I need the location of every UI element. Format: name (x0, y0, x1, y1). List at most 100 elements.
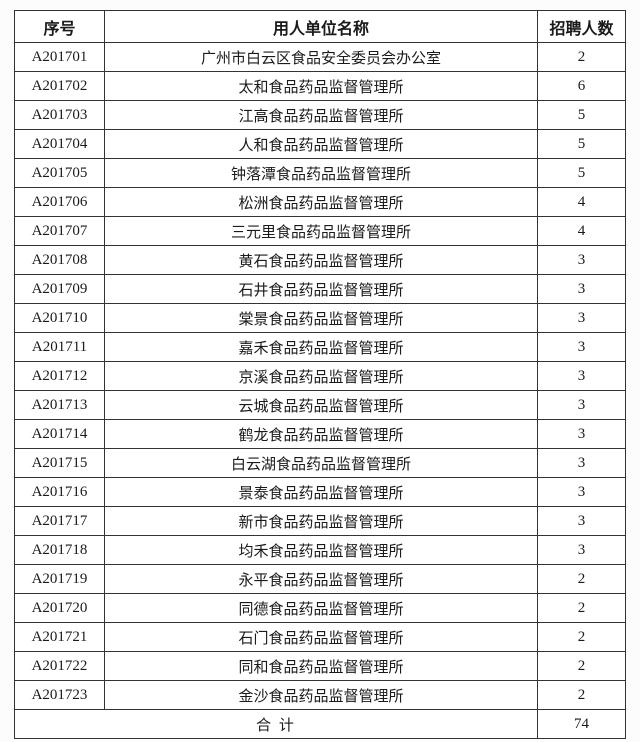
cell-id: A201716 (15, 478, 105, 507)
cell-count: 3 (538, 362, 626, 391)
cell-id: A201708 (15, 246, 105, 275)
cell-count: 3 (538, 304, 626, 333)
cell-id: A201703 (15, 101, 105, 130)
cell-id: A201705 (15, 159, 105, 188)
cell-id: A201711 (15, 333, 105, 362)
cell-id: A201723 (15, 681, 105, 710)
cell-name: 均禾食品药品监督管理所 (105, 536, 538, 565)
table-row: A201711嘉禾食品药品监督管理所3 (15, 333, 626, 362)
cell-name: 鹤龙食品药品监督管理所 (105, 420, 538, 449)
cell-count: 3 (538, 275, 626, 304)
cell-id: A201713 (15, 391, 105, 420)
cell-count: 3 (538, 536, 626, 565)
cell-count: 3 (538, 420, 626, 449)
cell-name: 石门食品药品监督管理所 (105, 623, 538, 652)
table-row: A201715白云湖食品药品监督管理所3 (15, 449, 626, 478)
cell-name: 金沙食品药品监督管理所 (105, 681, 538, 710)
table-row: A201705钟落潭食品药品监督管理所5 (15, 159, 626, 188)
table-total-row: 合 计 74 (15, 710, 626, 739)
cell-name: 石井食品药品监督管理所 (105, 275, 538, 304)
table-row: A201702太和食品药品监督管理所6 (15, 72, 626, 101)
cell-name: 同德食品药品监督管理所 (105, 594, 538, 623)
table-row: A201714鹤龙食品药品监督管理所3 (15, 420, 626, 449)
table-row: A201723金沙食品药品监督管理所2 (15, 681, 626, 710)
table-row: A201720同德食品药品监督管理所2 (15, 594, 626, 623)
cell-name: 京溪食品药品监督管理所 (105, 362, 538, 391)
table-body: A201701广州市白云区食品安全委员会办公室2A201702太和食品药品监督管… (15, 43, 626, 710)
cell-name: 三元里食品药品监督管理所 (105, 217, 538, 246)
table-row: A201703江高食品药品监督管理所5 (15, 101, 626, 130)
cell-count: 3 (538, 449, 626, 478)
cell-name: 太和食品药品监督管理所 (105, 72, 538, 101)
table-row: A201716景泰食品药品监督管理所3 (15, 478, 626, 507)
cell-id: A201706 (15, 188, 105, 217)
cell-count: 3 (538, 333, 626, 362)
cell-name: 人和食品药品监督管理所 (105, 130, 538, 159)
cell-name: 景泰食品药品监督管理所 (105, 478, 538, 507)
table-row: A201722同和食品药品监督管理所2 (15, 652, 626, 681)
table-row: A201708黄石食品药品监督管理所3 (15, 246, 626, 275)
table-row: A201706松洲食品药品监督管理所4 (15, 188, 626, 217)
cell-count: 3 (538, 507, 626, 536)
cell-id: A201701 (15, 43, 105, 72)
table-row: A201717新市食品药品监督管理所3 (15, 507, 626, 536)
header-count: 招聘人数 (538, 11, 626, 43)
header-name: 用人单位名称 (105, 11, 538, 43)
cell-count: 4 (538, 188, 626, 217)
cell-id: A201717 (15, 507, 105, 536)
cell-id: A201714 (15, 420, 105, 449)
table-header-row: 序号 用人单位名称 招聘人数 (15, 11, 626, 43)
cell-name: 嘉禾食品药品监督管理所 (105, 333, 538, 362)
cell-id: A201719 (15, 565, 105, 594)
table-row: A201701广州市白云区食品安全委员会办公室2 (15, 43, 626, 72)
cell-count: 5 (538, 101, 626, 130)
cell-count: 5 (538, 159, 626, 188)
cell-name: 棠景食品药品监督管理所 (105, 304, 538, 333)
cell-name: 白云湖食品药品监督管理所 (105, 449, 538, 478)
cell-name: 黄石食品药品监督管理所 (105, 246, 538, 275)
cell-name: 松洲食品药品监督管理所 (105, 188, 538, 217)
cell-id: A201704 (15, 130, 105, 159)
cell-count: 2 (538, 594, 626, 623)
cell-count: 2 (538, 623, 626, 652)
cell-id: A201720 (15, 594, 105, 623)
cell-count: 3 (538, 391, 626, 420)
cell-count: 6 (538, 72, 626, 101)
cell-count: 3 (538, 246, 626, 275)
table-row: A201713云城食品药品监督管理所3 (15, 391, 626, 420)
total-label: 合 计 (15, 710, 538, 739)
cell-id: A201722 (15, 652, 105, 681)
cell-name: 新市食品药品监督管理所 (105, 507, 538, 536)
table-row: A201718均禾食品药品监督管理所3 (15, 536, 626, 565)
cell-id: A201718 (15, 536, 105, 565)
cell-count: 3 (538, 478, 626, 507)
header-id: 序号 (15, 11, 105, 43)
cell-id: A201721 (15, 623, 105, 652)
total-value: 74 (538, 710, 626, 739)
cell-id: A201712 (15, 362, 105, 391)
cell-count: 2 (538, 681, 626, 710)
table-row: A201707三元里食品药品监督管理所4 (15, 217, 626, 246)
cell-id: A201702 (15, 72, 105, 101)
cell-name: 永平食品药品监督管理所 (105, 565, 538, 594)
cell-name: 钟落潭食品药品监督管理所 (105, 159, 538, 188)
cell-count: 2 (538, 43, 626, 72)
cell-id: A201710 (15, 304, 105, 333)
cell-name: 江高食品药品监督管理所 (105, 101, 538, 130)
cell-id: A201707 (15, 217, 105, 246)
table-row: A201710棠景食品药品监督管理所3 (15, 304, 626, 333)
cell-name: 云城食品药品监督管理所 (105, 391, 538, 420)
table-row: A201712京溪食品药品监督管理所3 (15, 362, 626, 391)
cell-name: 广州市白云区食品安全委员会办公室 (105, 43, 538, 72)
cell-id: A201715 (15, 449, 105, 478)
table-row: A201719永平食品药品监督管理所2 (15, 565, 626, 594)
cell-id: A201709 (15, 275, 105, 304)
cell-count: 2 (538, 652, 626, 681)
cell-count: 4 (538, 217, 626, 246)
cell-count: 2 (538, 565, 626, 594)
table-row: A201721石门食品药品监督管理所2 (15, 623, 626, 652)
table-row: A201709石井食品药品监督管理所3 (15, 275, 626, 304)
recruitment-table: 序号 用人单位名称 招聘人数 A201701广州市白云区食品安全委员会办公室2A… (14, 10, 626, 739)
cell-name: 同和食品药品监督管理所 (105, 652, 538, 681)
cell-count: 5 (538, 130, 626, 159)
